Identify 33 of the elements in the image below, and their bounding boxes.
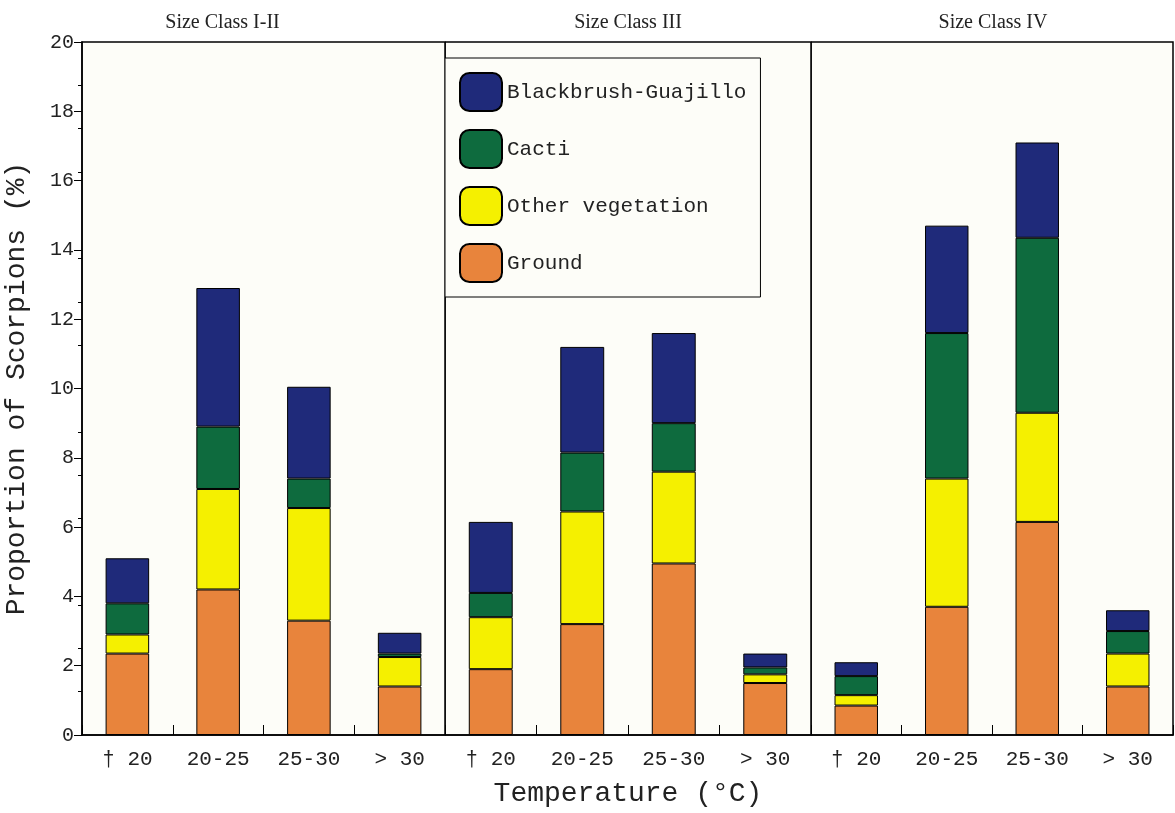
x-tick-label: 25-30: [642, 748, 706, 771]
x-tick-label: > 30: [740, 748, 791, 771]
chart-title: Size Class IV: [938, 10, 1048, 32]
x-tick-label: 25-30: [1005, 748, 1069, 771]
x-axis-title: Temperature (°C): [493, 777, 763, 809]
x-tick-label: 20-25: [915, 748, 979, 771]
y-tick-label: 10: [49, 377, 74, 400]
legend-label: Blackbrush-Guajillo: [507, 80, 747, 104]
chart-title: Size Class III: [574, 10, 682, 32]
y-tick-label: 20: [49, 30, 74, 54]
x-tick-label: > 30: [1102, 748, 1153, 771]
y-tick-label: 12: [49, 307, 74, 331]
x-tick-label: 25-30: [277, 748, 341, 771]
chart-title: Size Class I-II: [165, 10, 280, 32]
legend-label: Ground: [507, 251, 583, 275]
y-tick-label: 0: [61, 723, 74, 747]
legend-label: Other vegetation: [507, 194, 709, 218]
x-tick-label: > 30: [374, 748, 425, 771]
x-tick-label: 20-25: [550, 748, 614, 771]
y-tick-label: 4: [61, 584, 74, 608]
bar: [377, 632, 422, 654]
x-tick-label: † 20: [102, 748, 153, 771]
x-tick-label: † 20: [465, 748, 516, 771]
y-axis-title: Proportion of Scorpions (%): [0, 161, 32, 616]
y-tick-label: 6: [61, 515, 74, 539]
y-tick-label: 8: [61, 446, 74, 470]
legend-label: Cacti: [507, 137, 571, 161]
x-tick-label: 20-25: [186, 748, 250, 771]
y-tick-label: 18: [49, 99, 74, 123]
x-tick-label: † 20: [831, 748, 882, 771]
y-tick-label: 2: [61, 654, 74, 678]
y-tick-label: 14: [49, 238, 74, 262]
y-tick-label: 16: [49, 169, 74, 193]
